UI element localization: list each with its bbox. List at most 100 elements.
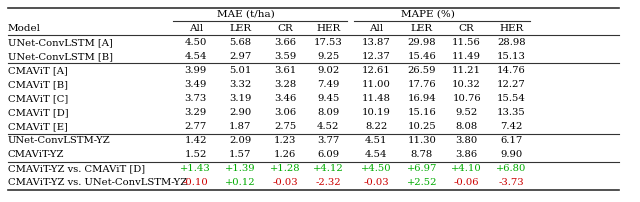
Text: UNet-ConvLSTM [A]: UNet-ConvLSTM [A] [8,38,113,47]
Text: +6.97: +6.97 [407,164,437,173]
Text: 1.87: 1.87 [229,122,252,131]
Text: +1.28: +1.28 [269,164,300,173]
Text: 10.19: 10.19 [362,108,390,117]
Text: UNet-ConvLSTM [B]: UNet-ConvLSTM [B] [8,52,113,61]
Text: 7.49: 7.49 [317,80,339,89]
Text: 11.21: 11.21 [452,66,481,75]
Text: 28.98: 28.98 [497,38,525,47]
Text: Model: Model [8,24,41,33]
Text: 8.78: 8.78 [411,150,433,159]
Text: +2.52: +2.52 [406,178,437,187]
Text: 3.19: 3.19 [229,94,252,103]
Text: 11.00: 11.00 [362,80,390,89]
Text: 4.50: 4.50 [184,38,207,47]
Text: 2.09: 2.09 [229,136,252,145]
Text: 12.27: 12.27 [497,80,525,89]
Text: 11.48: 11.48 [362,94,390,103]
Text: 9.25: 9.25 [317,52,339,61]
Text: MAPE (%): MAPE (%) [401,10,454,19]
Text: All: All [369,24,383,33]
Text: 3.32: 3.32 [229,80,252,89]
Text: 12.37: 12.37 [362,52,390,61]
Text: CMAViT-YZ vs. CMAViT [D]: CMAViT-YZ vs. CMAViT [D] [8,164,145,173]
Text: 10.32: 10.32 [452,80,481,89]
Text: 1.57: 1.57 [229,150,252,159]
Text: 3.80: 3.80 [456,136,477,145]
Text: 3.49: 3.49 [184,80,207,89]
Text: 12.61: 12.61 [362,66,390,75]
Text: +6.80: +6.80 [496,164,526,173]
Text: 4.54: 4.54 [365,150,387,159]
Text: 15.16: 15.16 [408,108,436,117]
Text: 2.90: 2.90 [229,108,252,117]
Text: 5.68: 5.68 [229,38,252,47]
Text: CMAViT-YZ vs. UNet-ConvLSTM-YZ: CMAViT-YZ vs. UNet-ConvLSTM-YZ [8,178,187,187]
Text: LER: LER [411,24,433,33]
Text: 3.99: 3.99 [184,66,207,75]
Text: -3.73: -3.73 [499,178,524,187]
Text: 3.59: 3.59 [274,52,296,61]
Text: 2.97: 2.97 [229,52,252,61]
Text: 8.08: 8.08 [456,122,477,131]
Text: 15.46: 15.46 [408,52,436,61]
Text: +4.12: +4.12 [313,164,344,173]
Text: LER: LER [229,24,252,33]
Text: 17.76: 17.76 [408,80,436,89]
Text: HER: HER [316,24,340,33]
Text: 3.77: 3.77 [317,136,339,145]
Text: 16.94: 16.94 [408,94,436,103]
Text: 11.49: 11.49 [452,52,481,61]
Text: 11.56: 11.56 [452,38,481,47]
Text: CMAViT-YZ: CMAViT-YZ [8,150,64,159]
Text: 3.73: 3.73 [184,94,207,103]
Text: 8.09: 8.09 [317,108,339,117]
Text: 14.76: 14.76 [497,66,525,75]
Text: 1.52: 1.52 [184,150,207,159]
Text: 17.53: 17.53 [314,38,342,47]
Text: -0.03: -0.03 [364,178,389,187]
Text: 6.17: 6.17 [500,136,522,145]
Text: 1.42: 1.42 [184,136,207,145]
Text: MAE (t/ha): MAE (t/ha) [217,10,275,19]
Text: 3.66: 3.66 [274,38,296,47]
Text: -2.32: -2.32 [316,178,341,187]
Text: 9.45: 9.45 [317,94,339,103]
Text: 3.46: 3.46 [274,94,296,103]
Text: CMAViT [D]: CMAViT [D] [8,108,68,117]
Text: 29.98: 29.98 [408,38,436,47]
Text: 1.23: 1.23 [274,136,296,145]
Text: 26.59: 26.59 [408,66,436,75]
Text: 9.52: 9.52 [456,108,477,117]
Text: 5.01: 5.01 [229,66,252,75]
Text: CMAViT [A]: CMAViT [A] [8,66,68,75]
Text: 3.86: 3.86 [456,150,477,159]
Text: +4.10: +4.10 [451,164,482,173]
Text: 11.30: 11.30 [408,136,436,145]
Text: 3.29: 3.29 [184,108,207,117]
Text: 4.54: 4.54 [184,52,207,61]
Text: -0.03: -0.03 [272,178,298,187]
Text: 6.09: 6.09 [317,150,339,159]
Text: 13.35: 13.35 [497,108,525,117]
Text: 2.77: 2.77 [184,122,207,131]
Text: 13.87: 13.87 [362,38,390,47]
Text: CR: CR [277,24,293,33]
Text: +4.50: +4.50 [361,164,392,173]
Text: 10.76: 10.76 [452,94,481,103]
Text: 8.22: 8.22 [365,122,387,131]
Text: +1.39: +1.39 [225,164,255,173]
Text: 10.25: 10.25 [408,122,436,131]
Text: +0.12: +0.12 [225,178,255,187]
Text: CMAViT [E]: CMAViT [E] [8,122,68,131]
Text: HER: HER [499,24,524,33]
Text: UNet-ConvLSTM-YZ: UNet-ConvLSTM-YZ [8,136,111,145]
Text: 3.28: 3.28 [274,80,296,89]
Text: 15.13: 15.13 [497,52,525,61]
Text: 2.75: 2.75 [274,122,296,131]
Text: 9.90: 9.90 [500,150,522,159]
Text: All: All [189,24,203,33]
Text: 7.42: 7.42 [500,122,522,131]
Text: 4.51: 4.51 [365,136,387,145]
Text: 3.61: 3.61 [274,66,296,75]
Text: 1.26: 1.26 [274,150,296,159]
